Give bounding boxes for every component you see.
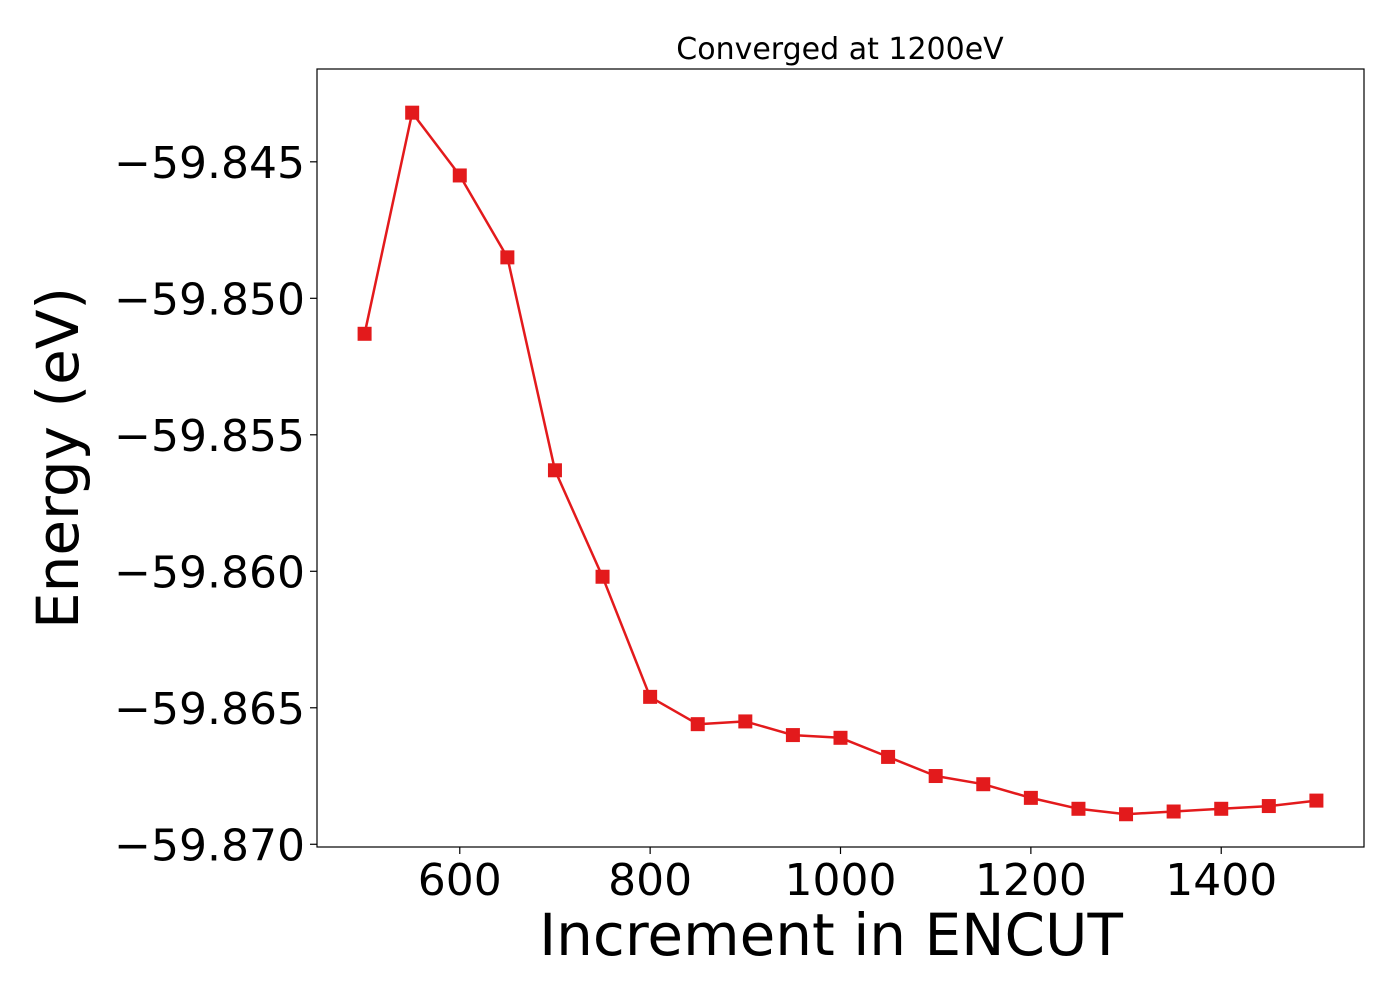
chart-title: Converged at 1200eV <box>676 32 1004 67</box>
data-point-marker <box>738 714 753 729</box>
data-point-marker <box>976 777 991 792</box>
data-point-marker <box>1166 804 1181 819</box>
data-point-marker <box>785 728 800 743</box>
data-point-marker <box>928 769 943 784</box>
y-axis-ticks: −59.845 −59.850 −59.855 −59.860 −59.865 −59.8… <box>114 138 317 871</box>
data-point-marker <box>500 250 515 265</box>
data-point-marker <box>690 717 705 732</box>
y-tick-label: −59.860 <box>114 547 305 598</box>
y-tick-label: −59.870 <box>114 820 305 871</box>
series-line <box>363 111 1317 816</box>
data-point-marker <box>357 326 372 341</box>
x-axis-label: Increment in ENCUT <box>539 901 1123 969</box>
x-tick-label: 1000 <box>785 855 897 906</box>
y-tick-label: −59.865 <box>114 684 305 735</box>
x-tick-label: 800 <box>608 855 692 906</box>
x-tick-label: 600 <box>418 855 502 906</box>
plot-area-frame <box>316 68 1365 848</box>
x-tick-label: 1200 <box>975 855 1087 906</box>
data-point-marker <box>452 168 467 183</box>
series-layer <box>357 105 1324 822</box>
data-point-marker <box>547 463 562 478</box>
data-point-marker <box>405 105 420 120</box>
y-tick-label: −59.845 <box>114 138 305 189</box>
data-point-marker <box>1119 807 1134 822</box>
data-point-marker <box>1261 799 1276 814</box>
data-point-marker <box>1071 801 1086 816</box>
y-tick-label: −59.850 <box>114 274 305 325</box>
data-point-marker <box>881 749 896 764</box>
x-tick-label: 1400 <box>1165 855 1277 906</box>
data-point-marker <box>1023 790 1038 805</box>
data-point-marker <box>833 730 848 745</box>
x-axis-ticks: 600 800 1000 1200 1400 <box>418 847 1277 906</box>
y-tick-label: −59.855 <box>114 411 305 462</box>
data-point-marker <box>643 689 658 704</box>
y-axis-label: Energy (eV) <box>24 287 92 629</box>
data-point-marker <box>1214 801 1229 816</box>
data-point-marker <box>1309 793 1324 808</box>
data-point-marker <box>595 569 610 584</box>
